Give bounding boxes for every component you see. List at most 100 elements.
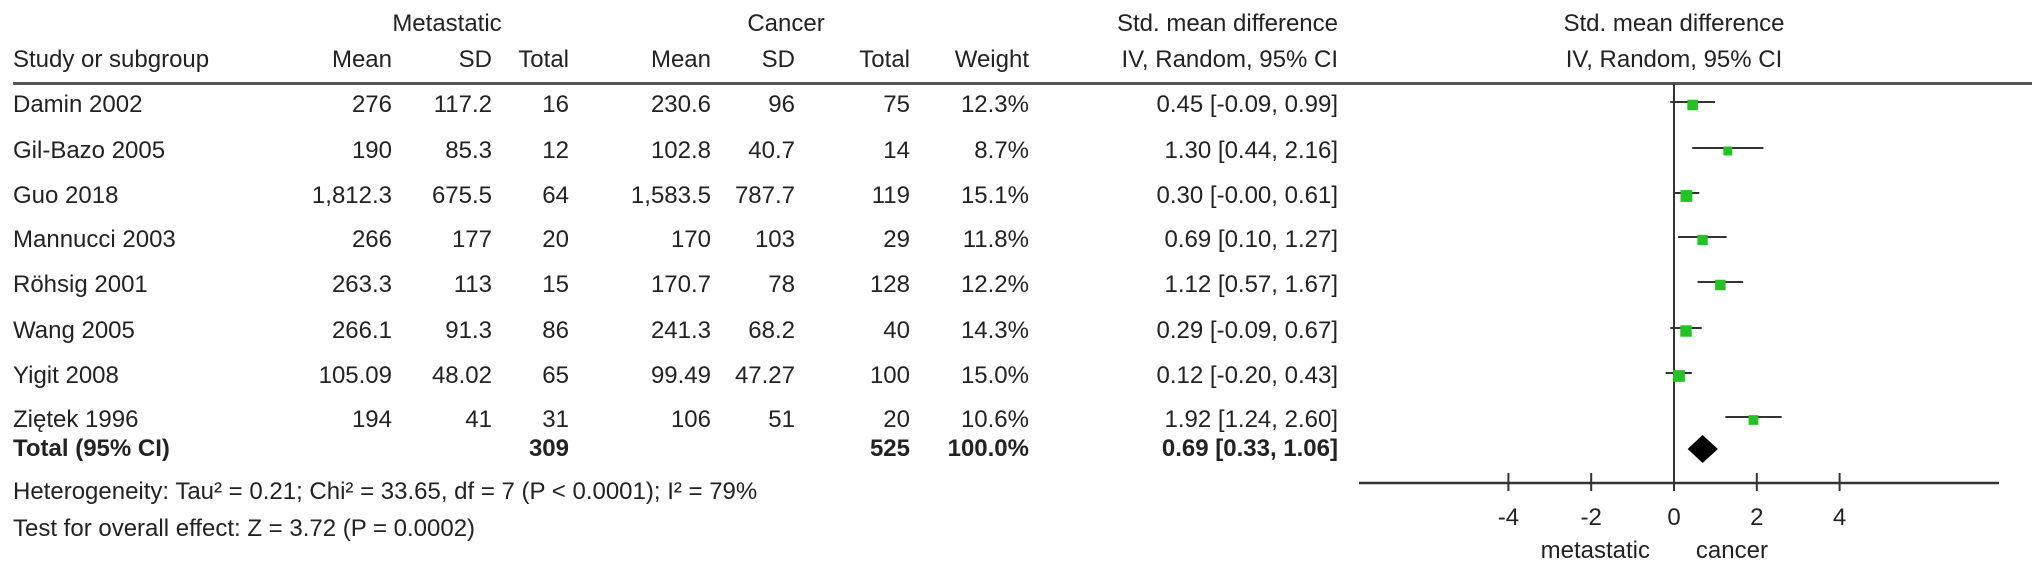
study-mean2: 106 (670, 406, 711, 433)
group2-header: Cancer (747, 10, 825, 37)
overall-effect-text: Test for overall effect: Z = 3.72 (P = 0… (13, 515, 476, 542)
study-total1: 15 (542, 271, 569, 298)
study-ci: 0.69 [0.10, 1.27] (1164, 226, 1338, 253)
study-sd1: 177 (451, 226, 492, 253)
study-mean2: 170 (670, 226, 711, 253)
group1-header: Metastatic (392, 10, 502, 37)
study-weight: 14.3% (960, 317, 1029, 344)
study-ci: 1.12 [0.57, 1.67] (1164, 271, 1338, 298)
study-sd1: 675.5 (431, 182, 492, 209)
study-ci: 0.29 [-0.09, 0.67] (1156, 317, 1338, 344)
study-name: Gil-Bazo 2005 (13, 137, 166, 164)
plot-method: IV, Random, 95% CI (1565, 46, 1783, 73)
study-name: Röhsig 2001 (13, 271, 148, 298)
study-name: Ziętek 1996 (13, 406, 139, 433)
x-tick-label: 4 (1833, 504, 1846, 531)
study-name: Guo 2018 (13, 182, 119, 209)
x-label-right: cancer (1696, 537, 1768, 564)
mean1-header: Mean (331, 46, 392, 73)
total2-header: Total (859, 46, 910, 73)
study-ci: 0.45 [-0.09, 0.99] (1156, 91, 1338, 118)
x-label-left: metastatic (1541, 537, 1650, 564)
study-total1: 86 (542, 317, 569, 344)
study-mean2: 241.3 (650, 317, 711, 344)
study-sd1: 91.3 (445, 317, 492, 344)
total1-header: Total (518, 46, 569, 73)
study-mean1: 190 (351, 137, 392, 164)
study-mean1: 266 (351, 226, 392, 253)
study-total2: 20 (883, 406, 910, 433)
total-total2: 525 (869, 435, 910, 462)
x-tick-label: 0 (1667, 504, 1680, 531)
study-name: Yigit 2008 (13, 362, 119, 389)
effect-marker (1680, 190, 1693, 202)
study-mean1: 276 (351, 91, 392, 118)
study-mean2: 230.6 (650, 91, 711, 118)
study-sd1: 48.02 (431, 362, 492, 389)
effect-title: Std. mean difference (1116, 10, 1338, 37)
mean2-header: Mean (650, 46, 711, 73)
study-mean2: 99.49 (650, 362, 711, 389)
study-total1: 16 (542, 91, 569, 118)
study-weight: 15.0% (960, 362, 1029, 389)
plot-title: Std. mean difference (1563, 10, 1785, 37)
study-mean1: 266.1 (331, 317, 392, 344)
sd1-header: SD (458, 46, 492, 73)
study-sd1: 85.3 (445, 137, 492, 164)
study-ci: 1.30 [0.44, 2.16] (1164, 137, 1338, 164)
study-weight: 12.3% (960, 91, 1029, 118)
study-total2: 119 (871, 182, 910, 209)
study-sd2: 51 (768, 406, 795, 433)
study-mean2: 1,583.5 (630, 182, 711, 209)
study-total1: 64 (542, 182, 569, 209)
x-tick-label: 2 (1750, 504, 1763, 531)
study-total1: 12 (542, 137, 569, 164)
study-total1: 65 (542, 362, 569, 389)
effect-marker (1748, 415, 1759, 425)
x-tick-label: -2 (1581, 504, 1602, 531)
study-total1: 31 (542, 406, 569, 433)
study-weight: 12.2% (960, 271, 1029, 298)
study-mean1: 194 (351, 406, 392, 433)
study-sd2: 47.27 (734, 362, 795, 389)
study-mean1: 263.3 (331, 271, 392, 298)
study-total2: 40 (883, 317, 910, 344)
study-total2: 29 (883, 226, 910, 253)
effect-method: IV, Random, 95% CI (1121, 46, 1338, 73)
study-mean1: 105.09 (318, 362, 392, 389)
study-sd2: 78 (768, 271, 795, 298)
study-ci: 1.92 [1.24, 2.60] (1164, 406, 1338, 433)
study-weight: 15.1% (960, 182, 1029, 209)
effect-marker (1680, 325, 1692, 337)
summary-diamond (1687, 435, 1718, 463)
study-mean1: 1,812.3 (311, 182, 392, 209)
study-name: Mannucci 2003 (13, 226, 176, 253)
total-total1: 309 (528, 435, 569, 462)
total-weight: 100.0% (947, 435, 1029, 462)
study-ci: 0.30 [-0.00, 0.61] (1156, 182, 1338, 209)
effect-marker (1715, 279, 1726, 291)
study-weight: 10.6% (960, 406, 1029, 433)
study-sd2: 103 (754, 226, 795, 253)
effect-marker (1673, 370, 1685, 382)
study-sd1: 41 (465, 406, 492, 433)
study-weight: 11.8% (962, 226, 1029, 253)
study-mean2: 102.8 (650, 137, 711, 164)
header-divider (13, 82, 2032, 85)
study-total2: 100 (869, 362, 910, 389)
study-sd1: 117.2 (433, 91, 492, 118)
study-weight: 8.7% (974, 137, 1029, 164)
study-total2: 14 (883, 137, 910, 164)
study-name: Damin 2002 (13, 91, 143, 118)
study-sd2: 68.2 (748, 317, 795, 344)
study-total1: 20 (542, 226, 569, 253)
study-name: Wang 2005 (13, 317, 135, 344)
study-sd1: 113 (453, 271, 492, 298)
study-sd2: 96 (768, 91, 795, 118)
weight-header: Weight (954, 46, 1029, 73)
total-label: Total (95% CI) (13, 435, 170, 462)
study-sd2: 40.7 (748, 137, 795, 164)
total-ci: 0.69 [0.33, 1.06] (1161, 435, 1338, 462)
study-total2: 128 (869, 271, 910, 298)
